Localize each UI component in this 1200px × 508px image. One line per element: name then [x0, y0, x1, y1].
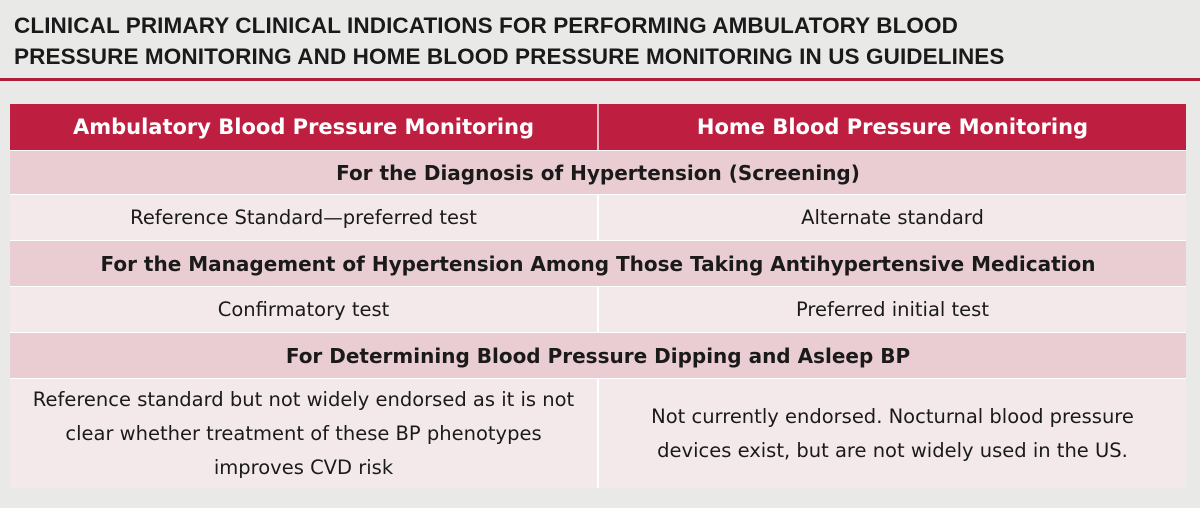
- page-title-line-1: CLINICAL PRIMARY CLINICAL INDICATIONS FO…: [14, 13, 958, 38]
- section-heading-dipping: For Determining Blood Pressure Dipping a…: [10, 332, 1186, 378]
- table-cell-management-ambulatory: Confirmatory test: [10, 286, 597, 332]
- row-divider: [597, 194, 599, 240]
- page-title: CLINICAL PRIMARY CLINICAL INDICATIONS FO…: [14, 10, 1184, 72]
- title-divider: [0, 78, 1200, 81]
- table-cell-diagnosis-ambulatory: Reference Standard—preferred test: [10, 194, 597, 240]
- column-header-ambulatory: Ambulatory Blood Pressure Monitoring: [10, 104, 597, 150]
- table-cell-management-home: Preferred initial test: [599, 286, 1186, 332]
- header-divider: [597, 104, 599, 150]
- section-heading-diagnosis: For the Diagnosis of Hypertension (Scree…: [10, 150, 1186, 194]
- table-cell-diagnosis-home: Alternate standard: [599, 194, 1186, 240]
- column-header-home: Home Blood Pressure Monitoring: [599, 104, 1186, 150]
- table-cell-dipping-home: Not currently endorsed. Nocturnal blood …: [599, 378, 1186, 488]
- row-divider: [597, 378, 599, 488]
- row-divider: [597, 286, 599, 332]
- section-heading-management: For the Management of Hypertension Among…: [10, 240, 1186, 286]
- table-cell-dipping-ambulatory: Reference standard but not widely endors…: [10, 378, 597, 488]
- indications-table: Ambulatory Blood Pressure Monitoring Hom…: [10, 104, 1186, 488]
- page-title-line-2: PRESSURE MONITORING AND HOME BLOOD PRESS…: [14, 44, 1005, 69]
